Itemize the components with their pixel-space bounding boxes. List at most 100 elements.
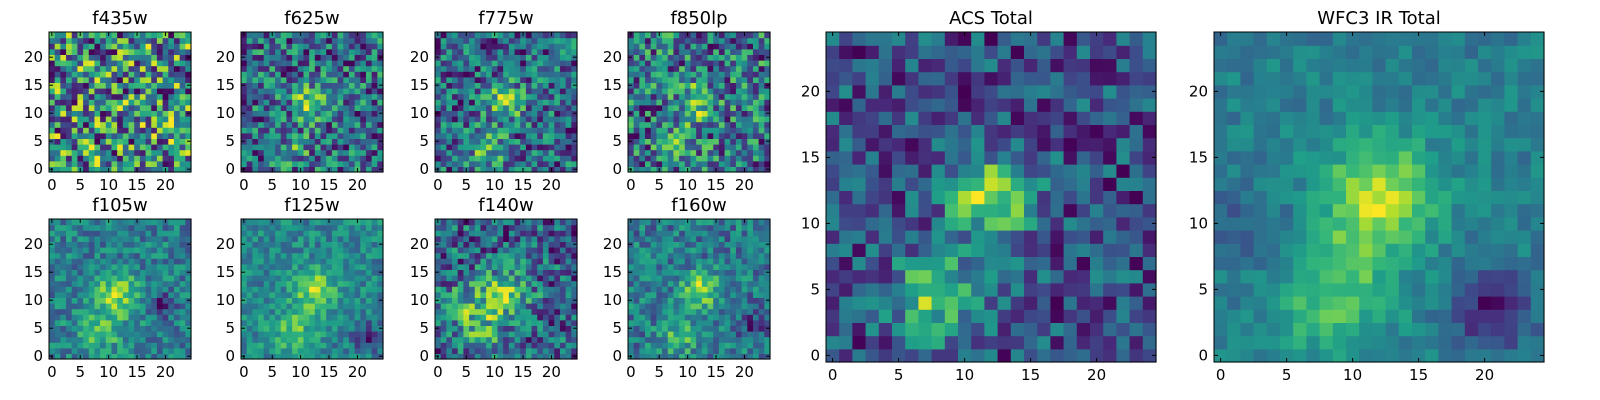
heatmap-cell bbox=[718, 166, 726, 173]
heatmap-cell bbox=[139, 230, 147, 237]
heatmap-cell bbox=[309, 342, 316, 349]
heatmap-cell bbox=[297, 144, 305, 151]
heatmap-cell bbox=[446, 166, 453, 173]
heatmap-cell bbox=[179, 160, 186, 167]
heatmap-cell bbox=[371, 48, 378, 55]
heatmap-cell bbox=[263, 121, 270, 128]
heatmap-cell bbox=[735, 308, 743, 315]
heatmap-cell bbox=[741, 138, 748, 145]
heatmap-cell bbox=[559, 65, 567, 72]
heatmap-cell bbox=[452, 336, 459, 343]
heatmap-cell bbox=[514, 297, 521, 304]
heatmap-cell bbox=[752, 342, 760, 349]
heatmap-cell bbox=[718, 116, 726, 123]
heatmap-cell bbox=[684, 331, 692, 338]
heatmap-cell bbox=[156, 252, 164, 259]
heatmap-cell bbox=[667, 76, 675, 83]
heatmap-cell bbox=[377, 155, 384, 162]
heatmap-cell bbox=[480, 48, 487, 55]
heatmap-cell bbox=[117, 110, 124, 117]
heatmap-cell bbox=[88, 65, 96, 72]
heatmap-cell bbox=[246, 99, 253, 106]
heatmap-cell bbox=[365, 127, 373, 134]
heatmap-cell bbox=[474, 93, 482, 100]
heatmap-cell bbox=[758, 144, 765, 151]
heatmap-cell bbox=[764, 144, 771, 151]
heatmap-cell bbox=[297, 347, 305, 354]
heatmap-cell bbox=[280, 37, 288, 44]
heatmap-cell bbox=[571, 160, 578, 167]
heatmap-cell bbox=[724, 286, 731, 293]
heatmap-cell bbox=[303, 347, 310, 354]
heatmap-cell bbox=[297, 132, 305, 139]
heatmap-cell bbox=[696, 110, 703, 117]
heatmap-cell bbox=[145, 247, 152, 254]
heatmap-cell bbox=[331, 331, 339, 338]
heatmap-cell bbox=[134, 275, 141, 282]
heatmap-cell bbox=[309, 308, 316, 315]
heatmap-cell bbox=[280, 76, 288, 83]
heatmap-cell bbox=[554, 60, 561, 67]
heatmap-cell bbox=[320, 88, 327, 95]
heatmap-cell bbox=[514, 275, 521, 282]
heatmap-cell bbox=[354, 121, 361, 128]
heatmap-cell bbox=[286, 82, 293, 89]
heatmap-cell bbox=[66, 60, 73, 67]
heatmap-cell bbox=[258, 93, 265, 100]
heatmap-cell bbox=[88, 71, 96, 78]
heatmap-cell bbox=[525, 342, 533, 349]
heatmap-cell bbox=[77, 121, 84, 128]
heatmap-cell bbox=[117, 336, 124, 343]
heatmap-cell bbox=[258, 303, 265, 310]
heatmap-cell bbox=[520, 76, 527, 83]
heatmap-cell bbox=[111, 93, 118, 100]
heatmap-cell bbox=[297, 116, 305, 123]
heatmap-cell bbox=[480, 286, 487, 293]
heatmap-cell bbox=[54, 104, 61, 111]
heatmap-cell bbox=[122, 127, 130, 134]
heatmap-cell bbox=[508, 241, 516, 248]
heatmap-cell bbox=[701, 160, 709, 167]
heatmap-cell bbox=[565, 314, 572, 321]
heatmap-cell bbox=[469, 48, 476, 55]
heatmap-cell bbox=[280, 269, 288, 276]
heatmap-cell bbox=[735, 110, 743, 117]
heatmap-cell bbox=[377, 291, 384, 298]
heatmap-cell bbox=[326, 308, 333, 315]
heatmap-cell bbox=[258, 60, 265, 67]
heatmap-cell bbox=[752, 99, 760, 106]
heatmap-cell bbox=[690, 110, 697, 117]
heatmap-cell bbox=[134, 252, 141, 259]
heatmap-cell bbox=[179, 110, 186, 117]
heatmap-cell bbox=[469, 314, 476, 321]
heatmap-cell bbox=[730, 132, 737, 139]
heatmap-cell bbox=[54, 219, 61, 226]
heatmap-cell bbox=[77, 54, 84, 61]
heatmap-cell bbox=[320, 291, 327, 298]
heatmap-cell bbox=[707, 104, 714, 111]
heatmap-cell bbox=[275, 258, 282, 265]
heatmap-cell bbox=[718, 99, 726, 106]
heatmap-cell bbox=[491, 155, 499, 162]
heatmap-cell bbox=[571, 230, 578, 237]
heatmap-cell bbox=[696, 303, 703, 310]
heatmap-cell bbox=[525, 230, 533, 237]
heatmap-cell bbox=[360, 116, 367, 123]
heatmap-cell bbox=[474, 88, 482, 95]
heatmap-cell bbox=[88, 252, 96, 259]
heatmap-cell bbox=[139, 269, 147, 276]
heatmap-cell bbox=[457, 263, 464, 270]
heatmap-cell bbox=[503, 342, 510, 349]
heatmap-cell bbox=[297, 308, 305, 315]
heatmap-cell bbox=[320, 319, 327, 326]
heatmap-cell bbox=[531, 127, 538, 134]
heatmap-cell bbox=[337, 76, 344, 83]
heatmap-cell bbox=[554, 247, 561, 254]
heatmap-cell bbox=[696, 319, 703, 326]
heatmap-cell bbox=[713, 138, 720, 145]
heatmap-cell bbox=[354, 99, 361, 106]
heatmap-cell bbox=[650, 121, 657, 128]
heatmap-cell bbox=[457, 314, 464, 321]
heatmap-cell bbox=[639, 319, 646, 326]
heatmap-cell bbox=[628, 155, 635, 162]
